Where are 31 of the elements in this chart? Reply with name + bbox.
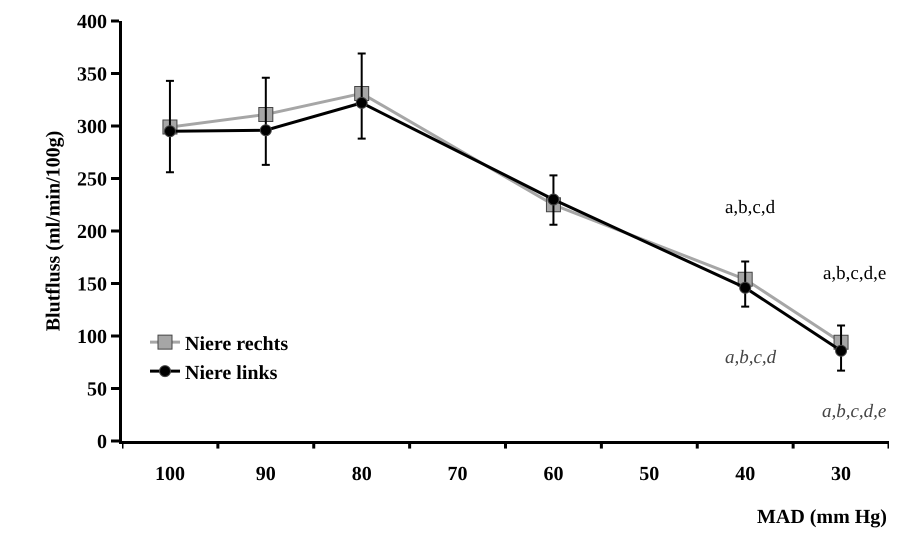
point <box>356 96 368 109</box>
x-tick-label: 30 <box>831 463 852 485</box>
legend-label: Niere rechts <box>185 332 288 355</box>
x-tick-label: 40 <box>735 463 756 485</box>
x-tick-label: 50 <box>639 463 660 485</box>
y-tick-label: 250 <box>77 168 107 190</box>
y-tick-label: 300 <box>77 116 107 138</box>
annotation: a,b,c,d <box>725 347 777 368</box>
y-tick-label: 350 <box>77 64 107 86</box>
x-tick-label: 100 <box>154 463 185 485</box>
y-tick-label: 150 <box>77 274 107 296</box>
point <box>835 344 848 357</box>
annotation: a,b,c,d,e <box>822 401 886 422</box>
point <box>547 194 560 206</box>
point <box>164 125 176 138</box>
x-tick-label: 80 <box>352 463 372 485</box>
y-tick-label: 50 <box>87 378 107 400</box>
legend-label: Niere links <box>185 362 278 384</box>
point <box>739 282 752 294</box>
y-axis-title: Blutfluss (ml/min/100g) <box>42 130 64 332</box>
y-tick-label: 100 <box>77 326 107 348</box>
y-tick-label: 400 <box>77 11 107 33</box>
x-tick-label: 70 <box>448 463 468 485</box>
point <box>260 124 272 136</box>
y-tick-label: 200 <box>77 221 107 243</box>
y-tick-label: 0 <box>97 431 107 453</box>
x-axis-title: MAD (mm Hg) <box>757 506 887 528</box>
annotation: a,b,c,d,e <box>823 263 886 284</box>
x-tick-label: 60 <box>543 463 564 485</box>
annotation: a,b,c,d <box>725 197 776 218</box>
x-tick-label: 90 <box>256 463 276 485</box>
